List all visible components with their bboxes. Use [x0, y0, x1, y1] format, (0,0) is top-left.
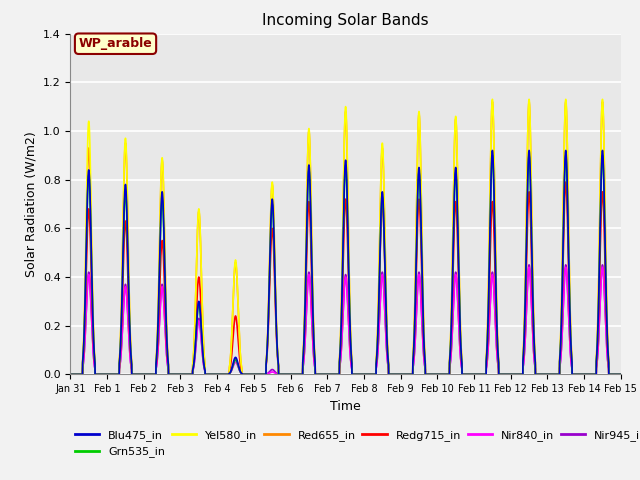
Text: WP_arable: WP_arable [79, 37, 152, 50]
Y-axis label: Solar Radiation (W/m2): Solar Radiation (W/m2) [24, 131, 37, 277]
Legend: Blu475_in, Grn535_in, Yel580_in, Red655_in, Redg715_in, Nir840_in, Nir945_in: Blu475_in, Grn535_in, Yel580_in, Red655_… [70, 426, 640, 462]
X-axis label: Time: Time [330, 400, 361, 413]
Title: Incoming Solar Bands: Incoming Solar Bands [262, 13, 429, 28]
